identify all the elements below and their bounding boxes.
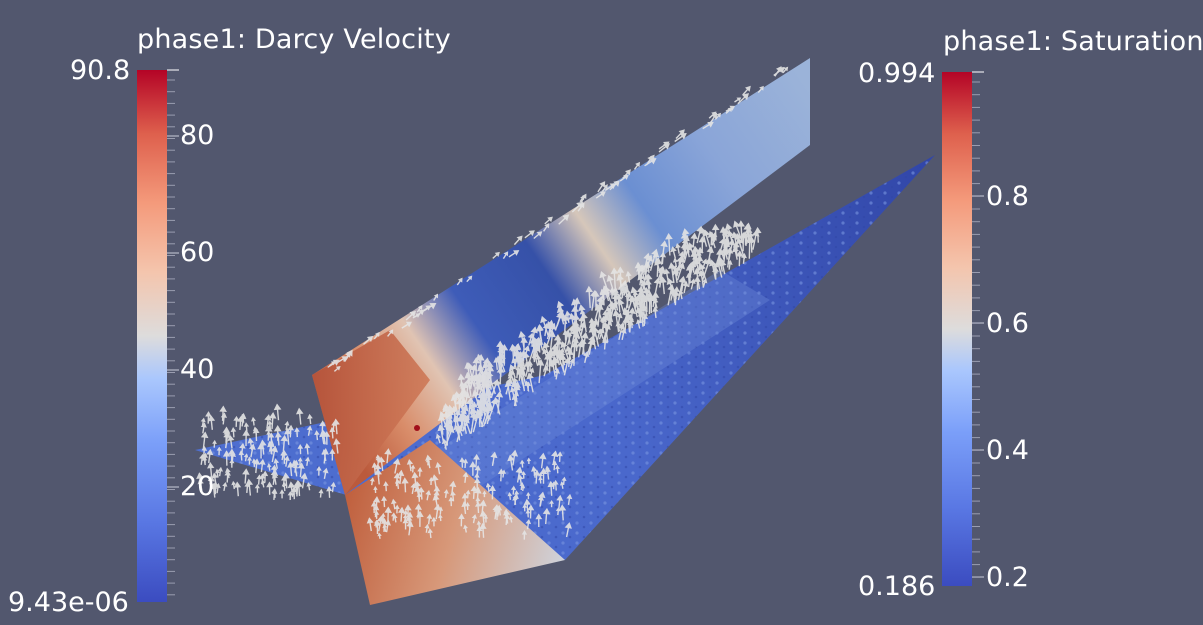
saturation-tick-0.4: 0.4 <box>986 435 1029 466</box>
velocity-arrow-glyphs <box>196 66 789 540</box>
hotspot-marker <box>414 425 420 431</box>
flow-band <box>350 270 770 525</box>
velocity-colorbar-max-label: 90.8 <box>70 55 131 86</box>
saturation-tick-0.2: 0.2 <box>986 562 1029 593</box>
saturation-tick-0.8: 0.8 <box>986 181 1029 212</box>
velocity-tick-80: 80 <box>180 120 215 151</box>
saturation-tick-0.6: 0.6 <box>986 308 1029 339</box>
velocity-colorbar-min-label: 9.43e-06 <box>8 587 129 618</box>
vertical-slice-plane <box>312 58 810 495</box>
saturation-colorbar <box>942 71 984 586</box>
velocity-tick-20: 20 <box>180 471 215 502</box>
velocity-tick-40: 40 <box>180 354 215 385</box>
vertical-slice-high-region <box>312 330 430 495</box>
velocity-tick-60: 60 <box>180 237 215 268</box>
velocity-colorbar-title: phase1: Darcy Velocity <box>137 24 451 55</box>
saturation-colorbar-title: phase1: Saturation <box>943 26 1203 57</box>
velocity-colorbar <box>137 69 179 602</box>
saturation-colorbar-max-label: 0.994 <box>858 58 936 89</box>
saturation-colorbar-min-label: 0.186 <box>858 571 936 602</box>
